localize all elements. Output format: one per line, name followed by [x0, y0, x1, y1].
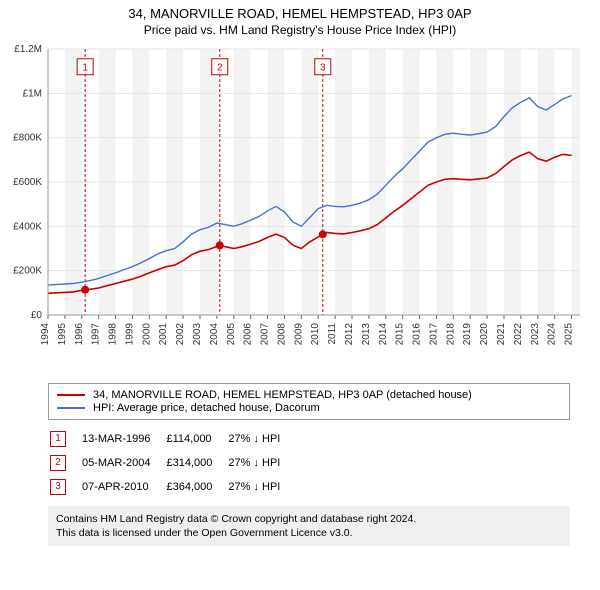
chart-title-line1: 34, MANORVILLE ROAD, HEMEL HEMPSTEAD, HP…: [0, 6, 600, 21]
svg-text:2021: 2021: [496, 323, 507, 346]
svg-text:2000: 2000: [141, 323, 152, 346]
transaction-row: 3 07-APR-2010£364,00027% ↓ HPI: [50, 476, 294, 498]
transaction-delta: 27% ↓ HPI: [228, 452, 294, 474]
transaction-date: 07-APR-2010: [82, 476, 164, 498]
svg-text:2018: 2018: [445, 323, 456, 346]
svg-text:2005: 2005: [226, 323, 237, 346]
svg-text:2024: 2024: [547, 323, 558, 346]
svg-text:£800K: £800K: [13, 133, 42, 144]
svg-text:£400K: £400K: [13, 221, 42, 232]
svg-text:2009: 2009: [293, 323, 304, 346]
transaction-delta: 27% ↓ HPI: [228, 428, 294, 450]
legend-item: HPI: Average price, detached house, Daco…: [57, 402, 561, 414]
legend-label: HPI: Average price, detached house, Daco…: [93, 402, 320, 414]
svg-text:2023: 2023: [530, 323, 541, 346]
marker-number-icon: 1: [50, 431, 66, 447]
svg-text:2: 2: [217, 63, 223, 74]
transaction-price: £364,000: [166, 476, 226, 498]
svg-text:2025: 2025: [564, 323, 575, 346]
svg-text:2016: 2016: [412, 323, 423, 346]
svg-text:2019: 2019: [462, 323, 473, 346]
svg-text:1: 1: [82, 63, 88, 74]
svg-text:2011: 2011: [327, 323, 338, 345]
svg-text:2014: 2014: [378, 323, 389, 346]
legend-swatch: [57, 407, 85, 409]
transaction-date: 05-MAR-2004: [82, 452, 164, 474]
price-chart: £0 £200K £400K £600K £800K £1M £1.2M 1994 1995 19…: [0, 39, 600, 379]
svg-text:2001: 2001: [158, 323, 169, 346]
svg-text:1995: 1995: [57, 323, 68, 346]
svg-text:£200K: £200K: [13, 266, 42, 277]
svg-text:2013: 2013: [361, 323, 372, 346]
svg-text:2007: 2007: [260, 323, 271, 346]
legend: 34, MANORVILLE ROAD, HEMEL HEMPSTEAD, HP…: [48, 383, 570, 420]
legend-swatch: [57, 394, 85, 396]
svg-text:2015: 2015: [395, 323, 406, 346]
attribution: Contains HM Land Registry data © Crown c…: [48, 506, 570, 546]
transactions-table: 113-MAR-1996£114,00027% ↓ HPI205-MAR-200…: [48, 426, 296, 500]
svg-text:2010: 2010: [310, 323, 321, 346]
svg-text:2020: 2020: [479, 323, 490, 346]
svg-text:1997: 1997: [91, 323, 102, 346]
svg-text:1999: 1999: [124, 323, 135, 346]
svg-text:£1.2M: £1.2M: [14, 44, 42, 55]
svg-text:3: 3: [320, 63, 326, 74]
svg-text:£1M: £1M: [23, 88, 42, 99]
svg-text:2022: 2022: [513, 323, 524, 346]
transaction-row: 1 13-MAR-1996£114,00027% ↓ HPI: [50, 428, 294, 450]
chart-title-line2: Price paid vs. HM Land Registry's House …: [0, 23, 600, 37]
svg-text:2006: 2006: [243, 323, 254, 346]
svg-text:2012: 2012: [344, 323, 355, 346]
svg-text:2008: 2008: [276, 323, 287, 346]
marker-number-icon: 3: [50, 479, 66, 495]
svg-text:2003: 2003: [192, 323, 203, 346]
transaction-date: 13-MAR-1996: [82, 428, 164, 450]
svg-text:2017: 2017: [428, 323, 439, 346]
transaction-row: 2 05-MAR-2004£314,00027% ↓ HPI: [50, 452, 294, 474]
svg-text:1996: 1996: [74, 323, 85, 346]
attribution-line: Contains HM Land Registry data © Crown c…: [56, 512, 562, 526]
svg-text:2004: 2004: [209, 323, 220, 346]
transaction-price: £314,000: [166, 452, 226, 474]
transaction-delta: 27% ↓ HPI: [228, 476, 294, 498]
svg-text:1994: 1994: [40, 323, 51, 346]
marker-number-icon: 2: [50, 455, 66, 471]
legend-label: 34, MANORVILLE ROAD, HEMEL HEMPSTEAD, HP…: [93, 389, 472, 401]
svg-text:1998: 1998: [108, 323, 119, 346]
svg-text:£0: £0: [31, 310, 43, 321]
attribution-line: This data is licensed under the Open Gov…: [56, 526, 562, 540]
svg-text:£600K: £600K: [13, 177, 42, 188]
transaction-price: £114,000: [166, 428, 226, 450]
legend-item: 34, MANORVILLE ROAD, HEMEL HEMPSTEAD, HP…: [57, 389, 561, 401]
svg-text:2002: 2002: [175, 323, 186, 346]
